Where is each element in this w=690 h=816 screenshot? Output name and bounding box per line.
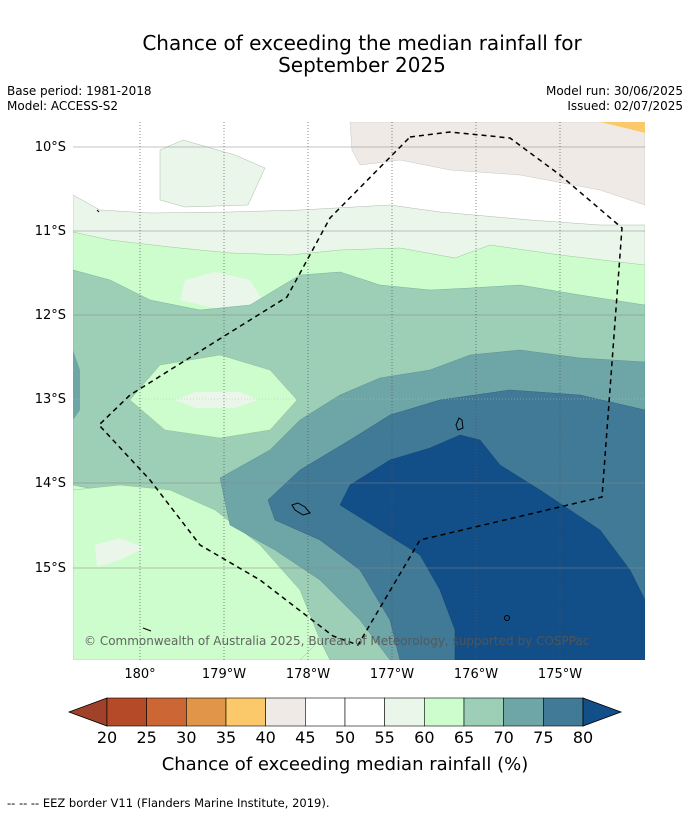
colorbar-title: Chance of exceeding median rainfall (%)	[162, 754, 529, 775]
model-run: Model run: 30/06/2025	[545, 84, 683, 98]
island-reef	[142, 627, 152, 632]
contour-70-75-edge	[73, 350, 80, 420]
colorbar-segment	[384, 697, 425, 727]
colorbar-tick-label: 65	[454, 728, 474, 747]
title-line-1: Chance of exceeding the median rainfall …	[142, 31, 582, 55]
lat-label-10s: 10°S	[35, 140, 66, 155]
colorbar-segment	[543, 697, 584, 727]
island-dot	[96, 209, 100, 213]
contour-40-45	[349, 122, 645, 206]
colorbar-segment	[106, 697, 147, 727]
colorbar-segment	[225, 697, 266, 727]
colorbar-segment	[503, 697, 544, 727]
lat-label-12s: 12°S	[35, 308, 66, 323]
colorbar-tick-label: 30	[176, 728, 196, 747]
map-title: Chance of exceeding the median rainfall …	[0, 32, 690, 76]
contour-60-65-south	[73, 484, 321, 660]
lat-label-14s: 14°S	[35, 476, 66, 491]
colorbar-tick-label: 55	[374, 728, 394, 747]
colorbar-segment	[265, 697, 306, 727]
lat-labels: 10°S 11°S 12°S 13°S 14°S 15°S	[35, 140, 66, 576]
contour-map	[73, 122, 645, 660]
title-line-2: September 2025	[278, 53, 446, 77]
base-period: Base period: 1981-2018	[7, 84, 152, 98]
copyright-text: © Commonwealth of Australia 2025, Bureau…	[84, 634, 589, 648]
colorbar-segment	[305, 697, 346, 727]
colorbar-segment	[344, 697, 385, 727]
colorbar-segment	[424, 697, 465, 727]
eez-border	[97, 131, 623, 646]
lon-label-180: 180°	[124, 667, 155, 682]
issued-date: Issued: 02/07/2025	[567, 99, 683, 113]
lat-label-11s: 11°S	[35, 224, 66, 239]
contour-55-60-south	[95, 538, 145, 567]
colorbar-tick-label: 60	[414, 728, 434, 747]
footer-note: -- -- -- EEZ border V11 (Flanders Marine…	[7, 796, 330, 810]
colorbar-segment	[186, 697, 227, 727]
colorbar-tick-label: 35	[216, 728, 236, 747]
contour-80-plus	[339, 434, 645, 660]
colorbar-tick-label: 50	[335, 728, 355, 747]
lon-label-179w: 179°W	[202, 667, 246, 682]
colorbar-under-arrow	[67, 697, 108, 727]
lon-label-178w: 178°W	[286, 667, 330, 682]
meta-left: Base period: 1981-2018 Model: ACCESS-S2	[7, 84, 152, 114]
island-wallis	[455, 417, 464, 431]
contour-55-60-spot	[175, 392, 258, 408]
colorbar-tick-label: 80	[573, 728, 593, 747]
colorbar-tick-label: 25	[136, 728, 156, 747]
colorbar-segment	[146, 697, 187, 727]
lat-label-13s: 13°S	[35, 392, 66, 407]
colorbar-tick-label: 20	[97, 728, 117, 747]
contour-55-60-pocket	[180, 272, 262, 312]
lon-label-175w: 175°W	[538, 667, 582, 682]
island-small	[504, 615, 510, 621]
island-futuna	[291, 502, 311, 516]
lon-label-176w: 176°W	[454, 667, 498, 682]
colorbar	[67, 697, 623, 727]
colorbar-over-arrow	[582, 697, 623, 727]
lat-label-15s: 15°S	[35, 561, 66, 576]
colorbar-labels: 20 25 30 35 40 45 50 55 60 65 70 75 80	[97, 728, 593, 747]
colorbar-tick-label: 75	[533, 728, 553, 747]
meta-right: Model run: 30/06/2025 Issued: 02/07/2025	[546, 84, 683, 114]
colorbar-tick-label: 70	[493, 728, 513, 747]
contour-35-40	[600, 122, 645, 133]
colorbar-tick-label: 45	[295, 728, 315, 747]
colorbar-tick-label: 40	[255, 728, 275, 747]
gridlines	[73, 146, 645, 569]
contour-55-60-patch	[159, 139, 266, 208]
model-name: Model: ACCESS-S2	[7, 99, 119, 113]
lon-label-177w: 177°W	[370, 667, 414, 682]
lon-labels: 180° 179°W 178°W 177°W 176°W 175°W	[124, 667, 582, 682]
colorbar-segment	[463, 697, 504, 727]
